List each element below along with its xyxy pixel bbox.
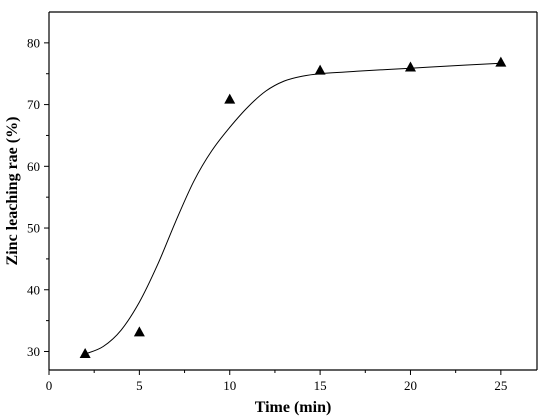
x-tick-label: 25 — [494, 378, 507, 393]
x-tick-label: 15 — [314, 378, 327, 393]
x-tick-label: 5 — [136, 378, 143, 393]
data-point-marker — [404, 61, 416, 72]
y-tick-label: 70 — [27, 97, 40, 112]
data-point-marker — [495, 56, 507, 67]
x-axis-title: Time (min) — [255, 399, 332, 416]
data-point-marker — [79, 347, 91, 358]
plot-area — [48, 11, 538, 371]
y-tick-label: 60 — [27, 159, 40, 174]
y-tick-label: 50 — [27, 221, 40, 236]
data-point-marker — [224, 93, 236, 104]
data-point-marker — [133, 326, 145, 337]
y-tick-label: 40 — [27, 282, 40, 297]
data-point-marker — [314, 64, 326, 75]
y-tick-label: 80 — [27, 35, 40, 50]
y-ticks: 30 40 50 60 70 80 — [27, 35, 49, 359]
x-ticks: 0 5 10 15 20 25 — [46, 370, 507, 393]
fit-curve — [84, 62, 501, 355]
y-tick-label: 30 — [27, 344, 40, 359]
x-tick-label: 20 — [404, 378, 417, 393]
data-markers — [79, 56, 507, 358]
x-tick-label: 0 — [46, 378, 53, 393]
x-tick-label: 10 — [223, 378, 236, 393]
y-axis-title: Zinc leaching rae (%) — [4, 117, 21, 266]
